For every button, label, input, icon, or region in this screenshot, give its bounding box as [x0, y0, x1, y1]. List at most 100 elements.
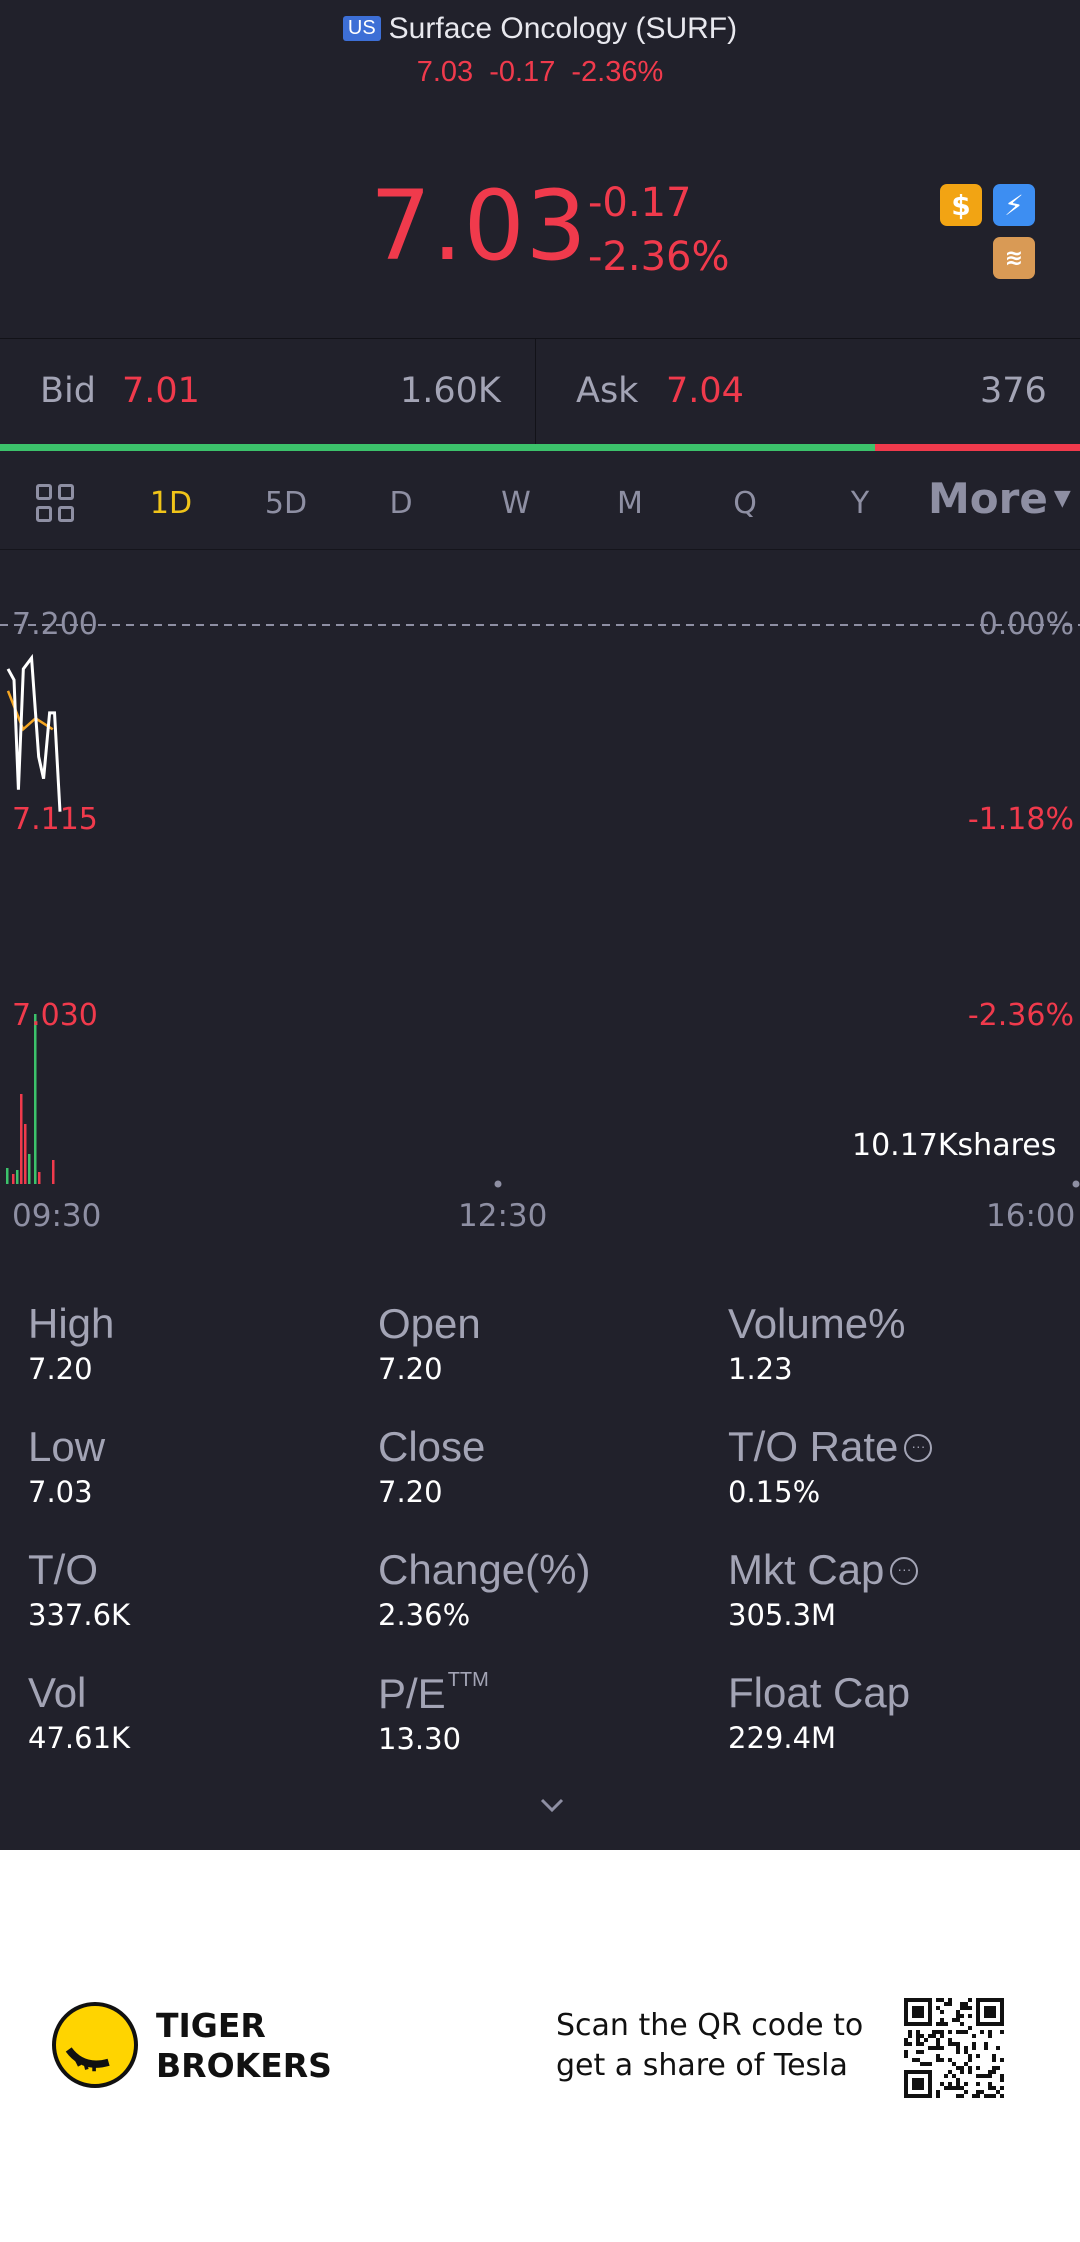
stat-label: Low — [28, 1423, 105, 1471]
volume-bar — [34, 1014, 37, 1184]
volume-bar — [6, 1168, 9, 1184]
tab-5d[interactable]: 5D — [264, 486, 308, 521]
stat-label-text: Low — [28, 1423, 106, 1470]
ask-price: 7.04 — [666, 371, 744, 411]
more-label: More — [928, 474, 1048, 523]
header-change: -0.17 — [489, 56, 556, 88]
stat-label: High — [28, 1300, 114, 1348]
stat-vol: Vol 47.61K — [28, 1669, 130, 1755]
chevron-down-icon: ▼ — [1053, 486, 1071, 511]
header-change-pct: -2.36% — [571, 56, 664, 88]
stat-label-text: Vol — [28, 1669, 87, 1716]
stat-label-text: T/O Rate — [728, 1423, 899, 1470]
stat-value: 13.30 — [378, 1722, 462, 1756]
stat-value: 337.6K — [28, 1598, 131, 1632]
header-quote-summary: 7.03 -0.17 -2.36% — [0, 56, 1080, 89]
stat-value: 1.23 — [728, 1352, 793, 1386]
market-badge: US — [342, 16, 381, 41]
stat-label-text: Close — [378, 1423, 486, 1470]
stat-value: 305.3M — [728, 1598, 837, 1632]
tab-1d[interactable]: 1D — [149, 486, 193, 521]
stock-name: Surface Oncology (SURF) — [388, 12, 738, 45]
dollar-icon[interactable]: $ — [940, 184, 982, 226]
tab-w[interactable]: W — [501, 486, 531, 521]
stat-value: 229.4M — [728, 1721, 837, 1755]
stat-label-text: P/E — [378, 1670, 446, 1717]
stat-label: Vol — [28, 1669, 130, 1717]
lightning-icon[interactable]: ⚡ — [993, 184, 1035, 226]
stack-icon[interactable]: ≋ — [993, 237, 1035, 279]
stat-label: Float Cap — [728, 1669, 910, 1717]
brand-line-1: TIGER — [156, 2006, 266, 2045]
ask-volume-bar — [875, 444, 1080, 451]
stat-mkt-cap: Mkt Cap ··· 305.3M — [728, 1546, 919, 1632]
info-icon[interactable]: ··· — [890, 1557, 919, 1585]
volume-label: 10.17Kshares — [852, 1128, 1057, 1163]
bid-ask-row[interactable]: Bid 7.01 1.60K Ask 7.04 376 — [0, 338, 1080, 449]
quote-page — [0, 0, 1080, 1850]
stat-label: T/O — [28, 1546, 130, 1594]
stat-label: Close — [378, 1423, 485, 1471]
stat-label-text: T/O — [28, 1546, 98, 1593]
y-left-tick: 7.115 — [12, 802, 98, 837]
price-change-pct: -2.36% — [588, 234, 730, 280]
stat-value: 7.20 — [378, 1352, 443, 1386]
x-tick: 09:30 — [12, 1198, 102, 1234]
qr-code — [904, 1998, 1004, 2098]
y-left-tick: 7.030 — [12, 998, 98, 1033]
stat-value: 7.03 — [28, 1475, 93, 1509]
stat-change: Change(%) 2.36% — [378, 1546, 590, 1632]
stat-label-text: Open — [378, 1300, 481, 1347]
tab-q[interactable]: Q — [733, 486, 757, 521]
stat-label: Change(%) — [378, 1546, 590, 1594]
stat-label-text: High — [28, 1300, 115, 1347]
volume-bar — [52, 1160, 55, 1184]
stat-label: P/E TTM — [378, 1669, 489, 1718]
promo-line-2: get a share of Tesla — [556, 2048, 848, 2083]
more-dropdown[interactable]: More ▼ — [928, 474, 1071, 523]
stat-open: Open 7.20 — [378, 1300, 481, 1386]
volume-bar — [20, 1094, 23, 1184]
time-marker — [1072, 1180, 1080, 1188]
ask-label: Ask — [576, 371, 639, 411]
tab-m[interactable]: M — [617, 486, 643, 521]
stat-value: 0.15% — [728, 1475, 821, 1509]
stat-p-e: P/E TTM 13.30 — [378, 1669, 489, 1756]
stat-value: 2.36% — [378, 1598, 471, 1632]
tab-y[interactable]: Y — [850, 486, 870, 521]
grid-icon[interactable] — [36, 484, 76, 524]
last-price: 7.03 — [370, 170, 588, 282]
brand-line-2: BROKERS — [156, 2046, 332, 2085]
ask-size: 376 — [980, 371, 1047, 411]
bid-volume-bar — [0, 444, 875, 451]
volume-bar — [38, 1172, 41, 1184]
bid-price: 7.01 — [122, 371, 200, 411]
stat-label-text: Float Cap — [728, 1669, 911, 1716]
bid-size: 1.60K — [400, 371, 501, 411]
period-tabs: 1D 5D D W M Q Y — [0, 470, 1080, 550]
stat-label: T/O Rate ··· — [728, 1423, 933, 1471]
intraday-chart[interactable] — [0, 580, 1080, 1230]
stat-label-text: Mkt Cap — [728, 1546, 885, 1593]
promo-text: Scan the QR code to get a share of Tesla — [556, 2006, 863, 2086]
price-change-block: -0.17 -2.36% — [588, 176, 730, 284]
stat-value: 7.20 — [378, 1475, 443, 1509]
stat-label: Volume% — [728, 1300, 905, 1348]
stat-t-o: T/O 337.6K — [28, 1546, 130, 1632]
stat-label: Open — [378, 1300, 481, 1348]
y-right-tick: -2.36% — [967, 998, 1074, 1033]
price-line — [6, 653, 62, 812]
stat-t-o-rate: T/O Rate ··· 0.15% — [728, 1423, 933, 1509]
y-right-tick: -1.18% — [967, 802, 1074, 837]
stat-label-superscript: TTM — [447, 1669, 489, 1691]
tab-d[interactable]: D — [389, 486, 413, 521]
volume-bar — [16, 1170, 19, 1184]
price-change: -0.17 — [588, 180, 692, 226]
chevron-down-icon[interactable] — [537, 1790, 567, 1820]
volume-bar — [24, 1124, 27, 1184]
brand-name: TIGER BROKERS — [156, 2006, 332, 2086]
bid-ask-divider — [535, 339, 536, 449]
header-price: 7.03 — [416, 56, 474, 88]
stat-high: High 7.20 — [28, 1300, 114, 1386]
info-icon[interactable]: ··· — [904, 1434, 933, 1462]
